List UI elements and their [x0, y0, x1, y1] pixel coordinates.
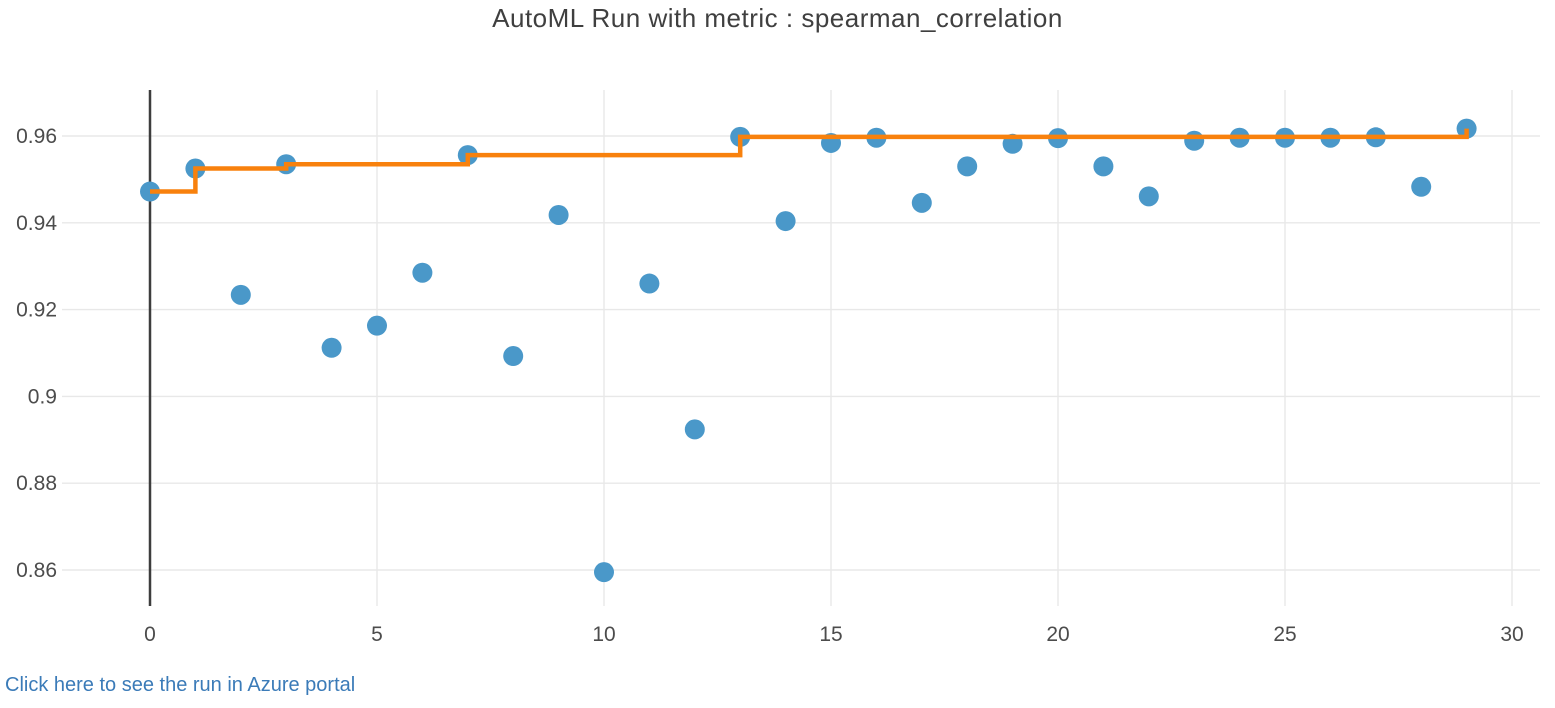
scatter-point: [684, 419, 705, 440]
scatter-point: [957, 156, 978, 177]
chart-plot: 0.96 0.94 0.92 0.9 0.88 0.86 0 5 10 15 20 25 30: [16, 90, 1540, 646]
y-tick-label: 0.86: [16, 559, 57, 582]
y-tick-label: 0.94: [16, 212, 57, 235]
scatter-point: [775, 211, 796, 232]
y-tick-label: 0.9: [28, 385, 57, 408]
y-tick-label: 0.92: [16, 299, 57, 322]
scatter-point: [1138, 186, 1159, 207]
x-tick-label: 15: [819, 623, 842, 646]
x-tick-label: 30: [1500, 623, 1523, 646]
scatter-point: [503, 346, 524, 367]
scatter-point: [412, 262, 433, 283]
chart-title: AutoML Run with metric : spearman_correl…: [492, 3, 1063, 33]
x-tick-label: 20: [1046, 623, 1069, 646]
scatter-point: [548, 204, 569, 225]
y-tick-label: 0.88: [16, 472, 57, 495]
scatter-point: [367, 315, 387, 336]
scatter-point: [1093, 156, 1114, 177]
scatter-point: [911, 192, 932, 213]
azure-portal-link[interactable]: Click here to see the run in Azure porta…: [5, 674, 356, 696]
x-tick-label: 5: [371, 623, 383, 646]
scatter-point: [639, 273, 660, 294]
x-tick-label: 10: [592, 623, 615, 646]
x-tick-label: 0: [144, 623, 156, 646]
scatter-point: [230, 284, 251, 305]
y-tick-label: 0.96: [16, 125, 57, 148]
scatter-point: [1184, 130, 1205, 151]
scatter-point: [321, 337, 342, 358]
x-tick-label: 25: [1273, 623, 1296, 646]
best-metric-line: [150, 128, 1469, 194]
scatter-point: [1411, 176, 1432, 197]
scatter-point: [594, 562, 614, 583]
